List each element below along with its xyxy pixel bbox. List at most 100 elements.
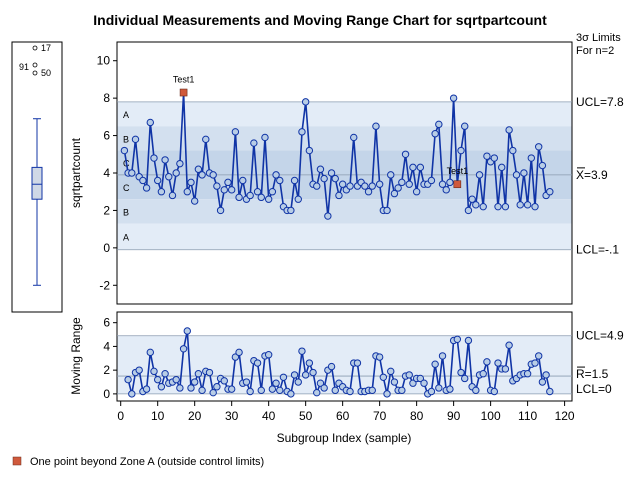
mr-y-tick-label: 2 (103, 363, 110, 377)
data-point (350, 133, 358, 142)
mr-data-point (535, 352, 543, 360)
y-tick-label: 2 (103, 203, 110, 217)
outlier-label: 17 (41, 43, 51, 53)
data-point (512, 171, 521, 179)
data-point (431, 130, 439, 138)
data-point (523, 201, 532, 209)
mr-data-point (227, 385, 236, 393)
mr-data-point (264, 351, 273, 359)
data-point (398, 178, 406, 187)
mr-data-point (435, 384, 443, 392)
data-point (464, 206, 473, 215)
mr-data-point (172, 375, 180, 384)
data-point (320, 174, 328, 183)
mr-data-point (231, 353, 240, 361)
zone-band (117, 126, 572, 151)
data-point (535, 143, 543, 151)
chart-title: Individual Measurements and Moving Range… (93, 12, 547, 28)
mr-data-point (390, 378, 399, 386)
zone-label: C (123, 183, 130, 193)
data-point (313, 182, 321, 190)
data-point (128, 169, 136, 177)
mr-data-point (242, 378, 251, 386)
mr-data-point (483, 358, 491, 366)
mr-data-point (190, 378, 199, 386)
mr-data-point (320, 384, 328, 392)
x-tick-label: 50 (299, 409, 313, 423)
data-point (531, 202, 539, 211)
mr-data-point (542, 371, 550, 379)
data-point (131, 135, 140, 144)
mr-data-point (464, 336, 473, 345)
x-tick-label: 120 (555, 409, 575, 423)
mr-data-point (479, 370, 487, 378)
mr-data-point (183, 327, 191, 335)
mr-data-point (387, 367, 395, 376)
mr-data-point (431, 360, 439, 368)
mr-data-point (546, 387, 554, 396)
data-point (387, 171, 395, 179)
mr-data-point (416, 374, 425, 383)
mr-y-tick-label: 6 (103, 316, 110, 330)
x-axis-label: Subgroup Index (sample) (277, 431, 412, 445)
mr-data-point (135, 366, 143, 374)
data-point (146, 118, 154, 127)
mr-data-point (409, 379, 417, 387)
data-point (305, 146, 314, 155)
mr-data-point (331, 386, 339, 395)
mr-data-point (205, 368, 214, 377)
data-point (165, 173, 173, 181)
data-point (194, 165, 203, 173)
mr-data-point (128, 390, 136, 398)
data-point (338, 180, 347, 188)
mr-data-point (287, 390, 295, 398)
data-point (509, 146, 517, 155)
data-point (435, 120, 443, 129)
x-tick-label: 30 (225, 409, 239, 423)
mr-data-point (446, 385, 454, 393)
data-point (298, 128, 306, 136)
mr-data-point (187, 384, 195, 392)
flag-label: Test1 (447, 166, 469, 176)
x-tick-label: 100 (481, 409, 501, 423)
flagged-point (453, 180, 462, 189)
boxplot-panel (11, 41, 63, 313)
mr-y-tick-label: 4 (103, 339, 110, 353)
data-point (520, 169, 528, 177)
data-point (176, 159, 184, 168)
mr-data-point (305, 359, 314, 367)
data-point (383, 206, 391, 215)
mr-data-point (235, 348, 243, 357)
data-point (324, 212, 332, 220)
data-point (438, 180, 447, 188)
data-point (490, 154, 499, 162)
zone-band (117, 150, 572, 175)
mr-data-point (253, 359, 262, 367)
mr-data-point (257, 386, 265, 395)
mr-data-point (523, 370, 532, 378)
data-point (287, 206, 295, 215)
data-point (294, 195, 302, 203)
moving-range-panel (116, 311, 573, 402)
mr-data-point (453, 335, 462, 343)
limits-title-line2: For n=2 (576, 45, 614, 57)
data-point (183, 188, 191, 196)
y-tick-label: 4 (103, 166, 110, 180)
mr-data-point (301, 371, 310, 379)
data-point (301, 98, 310, 106)
y-tick-label: 8 (103, 91, 110, 105)
mr-data-point (161, 370, 169, 378)
data-point (190, 197, 199, 205)
data-point (290, 176, 299, 185)
data-point (505, 126, 513, 134)
data-point (427, 176, 436, 185)
data-point (468, 195, 476, 203)
mr-lcl-label: LCL=0 (576, 382, 612, 396)
data-point (161, 156, 169, 164)
mr-data-point (213, 383, 221, 391)
data-point (142, 184, 151, 192)
zone-band (117, 199, 572, 224)
mr-data-point (290, 371, 299, 379)
